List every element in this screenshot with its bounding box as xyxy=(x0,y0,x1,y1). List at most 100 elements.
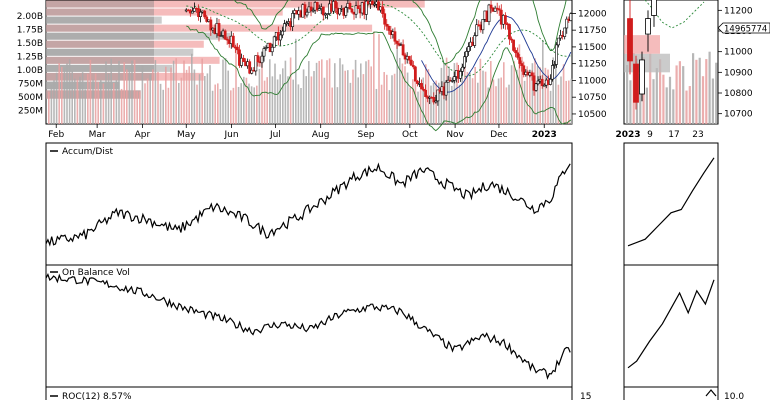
volume-bar xyxy=(347,70,349,124)
side-volume-bar xyxy=(692,53,695,125)
candle-body xyxy=(264,47,268,49)
candle-body xyxy=(510,38,513,41)
volume-bar xyxy=(326,60,328,124)
side-volume-bar xyxy=(626,64,629,124)
volume-bar xyxy=(362,74,365,124)
volume-bar xyxy=(248,83,250,124)
candle-body xyxy=(236,46,239,51)
volume-axis-tick-label: 750M xyxy=(18,80,43,90)
volume-bar xyxy=(235,43,237,124)
volume-bar xyxy=(219,89,222,124)
candle-body xyxy=(481,19,485,31)
volume-bar xyxy=(133,59,136,124)
candle-body xyxy=(569,13,573,21)
volume-bar xyxy=(568,80,570,124)
candle-body xyxy=(432,97,436,103)
price-candles xyxy=(184,0,573,106)
volume-bar xyxy=(526,66,528,124)
volume-bar xyxy=(295,38,297,124)
price-axis-tick-label: 10750 xyxy=(578,93,607,103)
candle-body xyxy=(514,50,518,54)
candle-body xyxy=(530,72,534,77)
candle-body xyxy=(467,46,470,52)
volume-bar xyxy=(162,89,164,124)
volume-by-price-bar xyxy=(46,8,283,16)
volume-bar xyxy=(211,90,214,124)
volume-by-price-bar xyxy=(46,32,231,40)
volume-bar xyxy=(178,82,180,124)
side-obv-frame xyxy=(623,264,719,388)
candle-body xyxy=(209,19,213,31)
side-candle-body xyxy=(627,18,633,62)
candle-body xyxy=(497,8,501,11)
volume-bar xyxy=(396,43,398,125)
volume-bar xyxy=(63,67,66,124)
volume-bar xyxy=(48,91,50,124)
volume-axis-tick-label: 500M xyxy=(18,93,43,103)
candle-body xyxy=(199,11,202,17)
volume-bar xyxy=(105,61,107,124)
candle-body xyxy=(250,69,254,74)
volume-bar xyxy=(261,56,263,124)
month-axis: Feb Mar Apr May Jun Jul Aug Sep Oct Nov Dec 2023 xyxy=(48,124,557,140)
candle-body xyxy=(536,80,540,85)
candle-body xyxy=(354,5,358,15)
volume-bar xyxy=(315,62,318,124)
side-date-axis-label: 2023 xyxy=(615,130,640,140)
volume-bar xyxy=(131,60,133,124)
volume-bar xyxy=(79,76,81,124)
volume-bar xyxy=(406,72,409,124)
candle-body xyxy=(461,66,464,72)
volume-bars xyxy=(48,31,573,125)
volume-bar xyxy=(339,58,341,124)
candle-body xyxy=(373,3,376,6)
volume-by-price-bar xyxy=(46,24,373,32)
candle-body xyxy=(270,46,274,53)
obv-line xyxy=(45,272,571,380)
volume-bar xyxy=(170,67,172,124)
volume-bar xyxy=(87,73,89,124)
volume-by-price-bar xyxy=(46,0,425,8)
candle-body xyxy=(565,18,569,29)
volume-bar xyxy=(380,84,383,124)
volume-bar xyxy=(136,91,138,124)
side-volume-bar xyxy=(688,86,691,124)
volume-bar xyxy=(193,69,196,124)
candle-body xyxy=(444,81,448,96)
volume-axis-tick-label: 1.75B xyxy=(17,26,43,36)
candle-body xyxy=(381,6,385,14)
month-axis-label: Jun xyxy=(224,130,239,140)
candle-body xyxy=(475,24,479,36)
volume-by-price-bar-down xyxy=(46,8,154,16)
candle-body xyxy=(516,52,520,58)
volume-axis-tick-label: 1.00B xyxy=(17,66,43,76)
volume-bar xyxy=(110,58,112,124)
volume-bar xyxy=(175,58,177,124)
volume-bar xyxy=(276,79,279,124)
volume-bar xyxy=(204,75,206,124)
side-date-axis-label: 9 xyxy=(647,130,653,140)
candle-body xyxy=(285,22,288,25)
side-volume-by-price-bar xyxy=(624,35,660,54)
candle-body xyxy=(553,64,556,66)
volume-bar xyxy=(552,57,554,124)
month-axis-label: Dec xyxy=(490,130,507,140)
obv-frame xyxy=(45,264,573,388)
volume-bar xyxy=(167,87,170,124)
candle-body xyxy=(458,71,462,79)
volume-bar xyxy=(232,87,235,124)
accum-dist-frame xyxy=(45,142,573,266)
candle-body xyxy=(416,80,419,84)
accum-dist-panel: Accum/Dist xyxy=(45,142,573,266)
lower-band-line xyxy=(186,25,572,132)
volume-bar xyxy=(529,72,531,124)
volume-bar xyxy=(154,60,157,124)
side-date-axis: 2023 9 17 23 xyxy=(615,130,703,140)
volume-axis-tick-label: 2.00B xyxy=(17,12,43,22)
volume-bar xyxy=(516,69,518,124)
candle-body xyxy=(205,16,209,22)
candle-body xyxy=(260,55,264,64)
volume-bar xyxy=(560,76,562,124)
volume-bar xyxy=(409,87,411,124)
